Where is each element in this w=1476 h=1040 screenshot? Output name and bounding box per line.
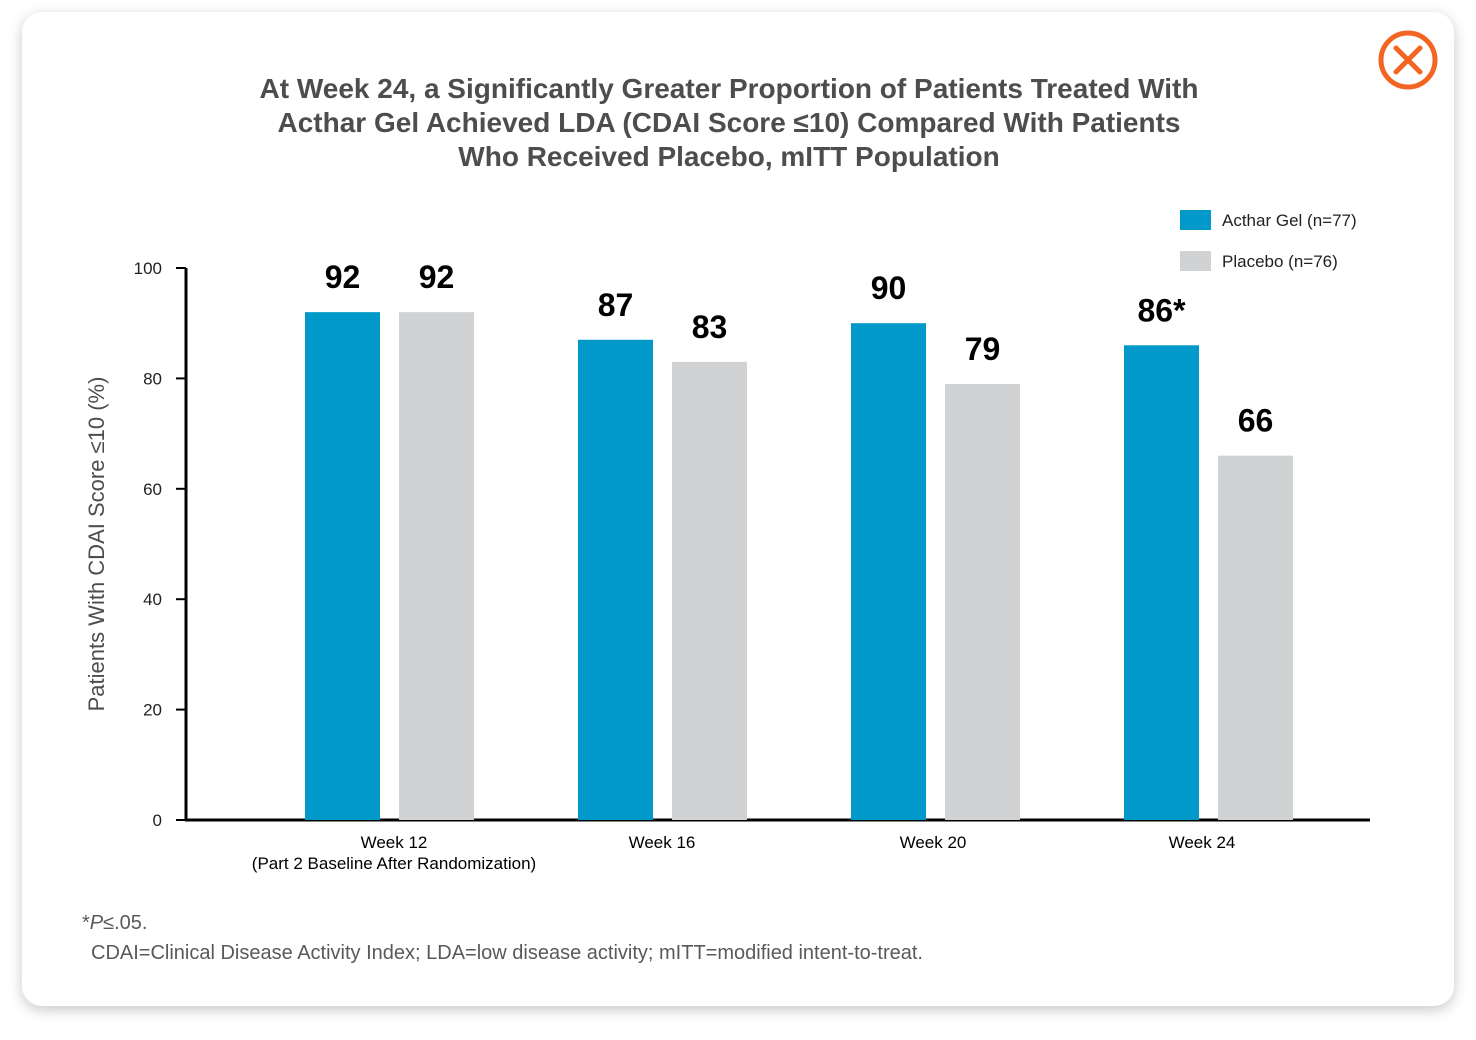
y-tick-label-0: 0: [153, 811, 162, 830]
chart-title: At Week 24, a Significantly Greater Prop…: [259, 73, 1199, 172]
data-label-placebo-week-12: 92: [419, 259, 455, 295]
bar-acthar-week-20: [851, 323, 926, 820]
x-category-label-week-12: Week 12: [361, 833, 428, 852]
bar-acthar-week-16: [578, 339, 653, 820]
bar-acthar-week-24: [1124, 345, 1199, 820]
data-label-acthar-week-16: 87: [598, 287, 634, 323]
y-tick-label-80: 80: [143, 369, 162, 388]
bar-acthar-week-12: [305, 312, 380, 820]
x-category-sublabel: (Part 2 Baseline After Randomization): [252, 854, 536, 873]
x-category-label-week-24: Week 24: [1169, 833, 1236, 852]
data-label-placebo-week-20: 79: [965, 331, 1001, 367]
y-tick-label-100: 100: [134, 259, 162, 278]
bar-placebo-week-24: [1218, 455, 1293, 820]
y-tick-label-60: 60: [143, 480, 162, 499]
data-label-placebo-week-24: 66: [1238, 403, 1274, 439]
data-label-acthar-week-20: 90: [871, 270, 907, 306]
legend-swatch-placebo: [1180, 251, 1211, 271]
close-icon[interactable]: [1377, 29, 1439, 91]
legend-label-acthar: Acthar Gel (n=77): [1222, 211, 1357, 230]
y-axis-title: Patients With CDAI Score ≤10 (%): [84, 377, 109, 712]
bar-placebo-week-20: [945, 383, 1020, 820]
data-label-acthar-week-12: 92: [325, 259, 361, 295]
footnotes: *P≤.05. CDAI=Clinical Disease Activity I…: [82, 908, 923, 968]
legend-swatch-acthar: [1180, 210, 1211, 230]
significance-footnote: *P≤.05.: [82, 912, 148, 934]
data-label-placebo-week-16: 83: [692, 309, 728, 345]
bar-placebo-week-12: [399, 312, 474, 820]
abbreviations-footnote: CDAI=Clinical Disease Activity Index; LD…: [91, 942, 923, 964]
data-label-acthar-week-24: 86*: [1137, 292, 1186, 328]
x-category-label-week-16: Week 16: [629, 833, 696, 852]
bar-placebo-week-16: [672, 361, 747, 820]
legend-label-placebo: Placebo (n=76): [1222, 252, 1338, 271]
bar-chart: Patients With CDAI Score ≤10 (%) 0 20 40 60 8…: [84, 210, 1370, 873]
chart-modal: At Week 24, a Significantly Greater Prop…: [22, 12, 1454, 1006]
y-tick-label-40: 40: [143, 590, 162, 609]
x-category-label-week-20: Week 20: [900, 833, 967, 852]
y-tick-label-20: 20: [143, 701, 162, 720]
